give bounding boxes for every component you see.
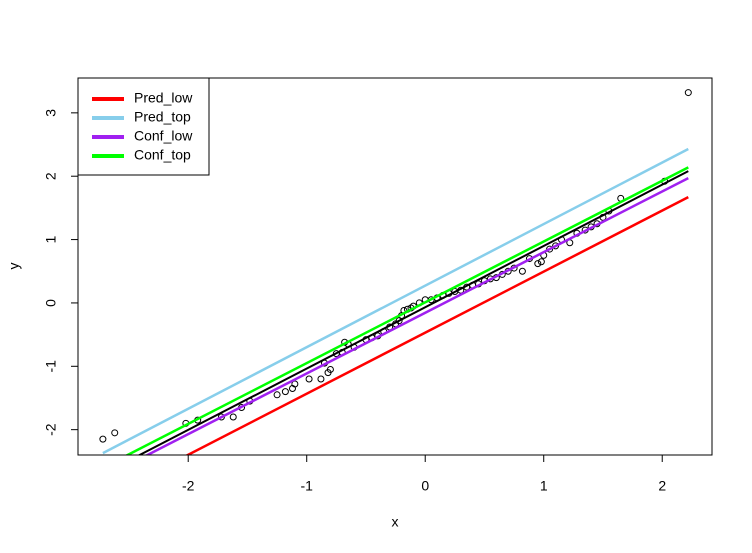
y-tick-label: 1 <box>43 235 59 243</box>
legend-label: Pred_top <box>134 109 191 125</box>
fit-line <box>137 170 689 455</box>
point <box>518 267 526 275</box>
x-tick-label: 0 <box>421 478 429 494</box>
x-tick-label: -1 <box>300 478 313 494</box>
fit-line <box>185 196 689 455</box>
x-tick-label: -2 <box>182 478 195 494</box>
fit-line <box>144 176 689 455</box>
point <box>229 413 237 421</box>
point <box>111 429 119 437</box>
fit-line <box>102 147 689 455</box>
point <box>534 260 542 268</box>
plot-frame <box>77 77 713 456</box>
y-axis-label: y <box>6 263 22 270</box>
y-tick-label: 2 <box>43 172 59 180</box>
legend-label: Conf_top <box>134 147 191 163</box>
point <box>291 380 299 388</box>
point <box>326 365 334 373</box>
x-axis-label: x <box>392 514 399 530</box>
y-tick-label: -2 <box>43 423 59 436</box>
point <box>684 89 692 97</box>
x-tick-label: 1 <box>540 478 548 494</box>
point <box>537 258 545 266</box>
y-tick-label: 3 <box>43 109 59 117</box>
point <box>273 391 281 399</box>
legend-label: Pred_low <box>134 90 193 106</box>
point <box>546 245 554 253</box>
point <box>281 388 289 396</box>
point <box>99 435 107 443</box>
fit-line <box>124 166 689 455</box>
x-tick-label: 2 <box>658 478 666 494</box>
point <box>305 375 313 383</box>
y-tick-label: 0 <box>43 299 59 307</box>
legend-box <box>77 77 210 176</box>
plot-layer <box>99 89 692 455</box>
legend-label: Conf_low <box>134 128 193 144</box>
y-tick-label: -1 <box>43 360 59 373</box>
point <box>317 375 325 383</box>
